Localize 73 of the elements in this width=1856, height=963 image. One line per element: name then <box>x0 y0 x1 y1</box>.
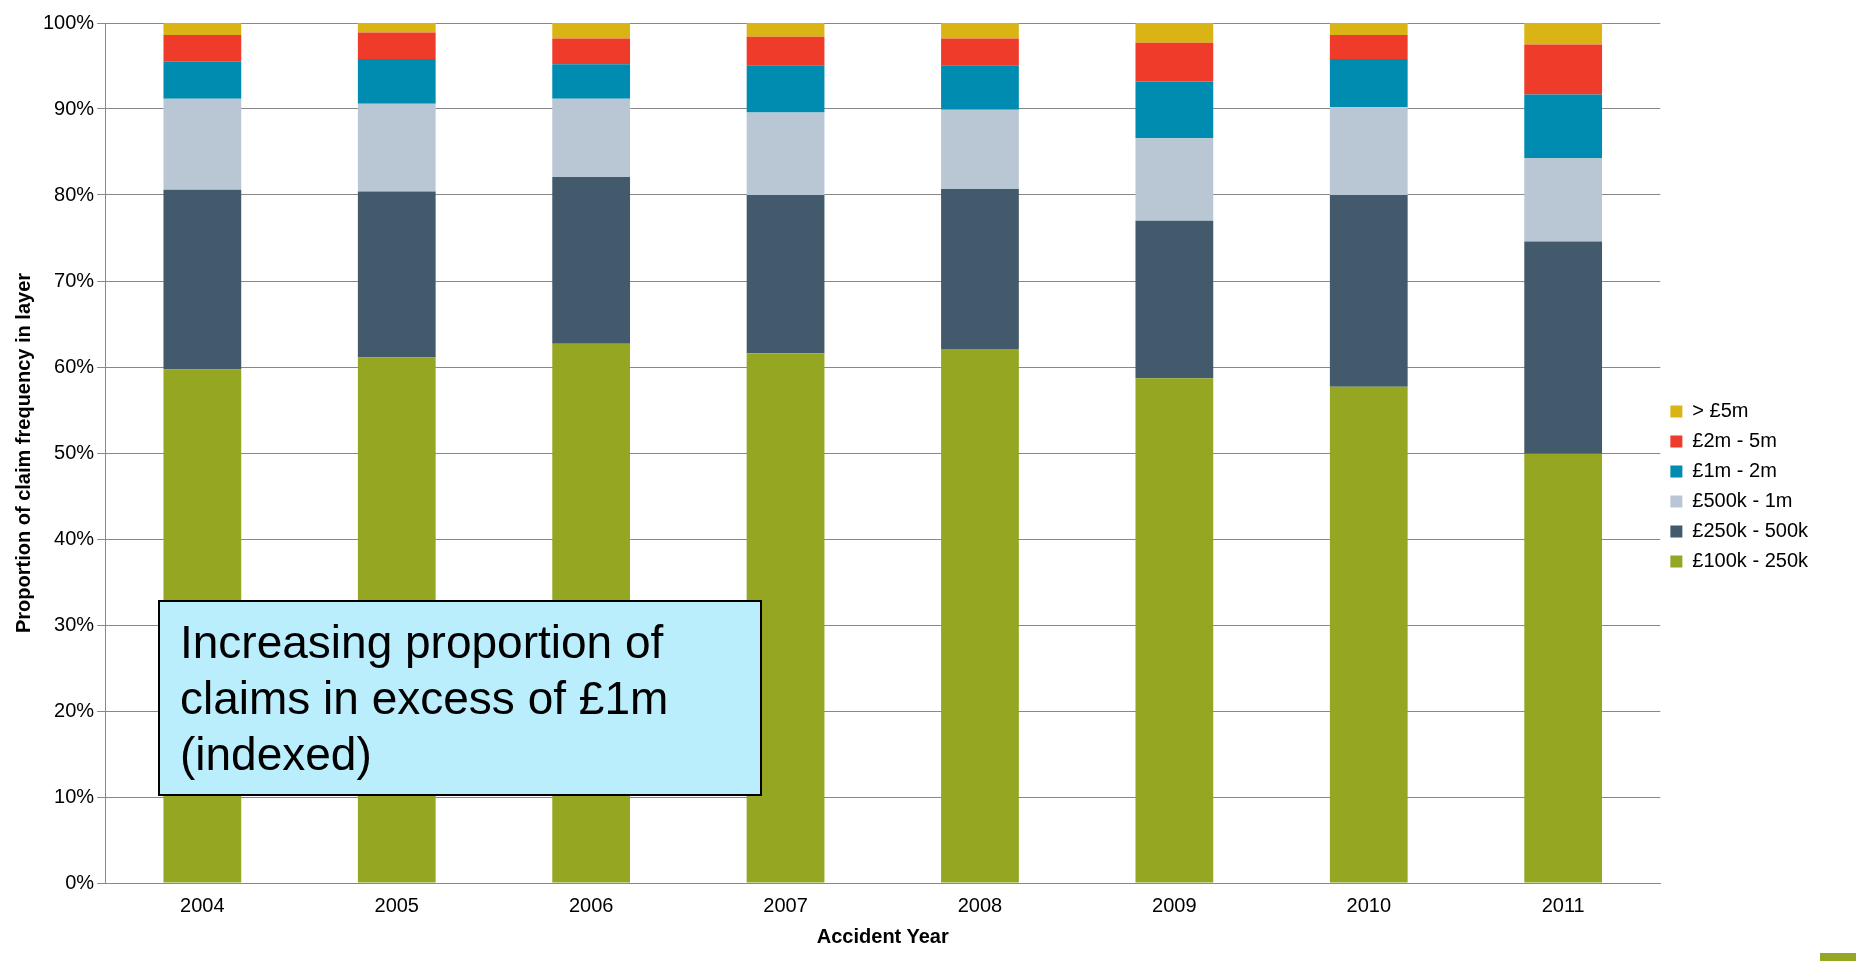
y-tick-label: 10% <box>54 784 95 807</box>
bar <box>552 98 631 177</box>
bar <box>357 59 436 104</box>
x-tick-label: 2009 <box>1152 893 1197 916</box>
bar <box>1524 23 1603 45</box>
legend-label: £500k - 1m <box>1692 489 1793 512</box>
bar <box>357 103 436 192</box>
bar <box>1329 107 1408 195</box>
bar <box>357 23 436 33</box>
legend-label: £100k - 250k <box>1692 549 1809 572</box>
bar <box>941 65 1019 110</box>
y-tick-label: 30% <box>54 612 95 635</box>
bar <box>552 176 631 344</box>
bar <box>746 23 825 37</box>
bar <box>552 64 631 99</box>
y-tick-label: 70% <box>54 268 95 291</box>
bar <box>746 112 825 195</box>
bar <box>941 38 1019 66</box>
bar <box>746 65 825 113</box>
bar <box>1524 44 1603 95</box>
legend-label: £2m - 5m <box>1692 429 1777 452</box>
bar <box>1135 23 1214 43</box>
bar <box>746 36 825 66</box>
bar <box>941 188 1019 349</box>
y-tick-label: 60% <box>54 354 95 377</box>
x-tick-label: 2005 <box>374 893 419 916</box>
bar <box>941 109 1019 189</box>
bar <box>357 32 436 60</box>
bar <box>941 348 1019 883</box>
y-tick-label: 90% <box>54 96 95 119</box>
bar <box>552 23 631 39</box>
x-tick-label: 2006 <box>568 893 614 916</box>
bar <box>1135 220 1214 379</box>
bar <box>1329 59 1408 108</box>
bar <box>163 98 242 190</box>
x-tick-label: 2004 <box>180 893 225 916</box>
bar <box>1524 158 1603 242</box>
bar <box>1329 195 1408 387</box>
bar <box>1135 42 1214 82</box>
x-tick-label: 2011 <box>1541 893 1585 916</box>
y-tick-label: 0% <box>65 870 95 893</box>
bar <box>1524 94 1603 159</box>
bar <box>1524 241 1603 454</box>
bar <box>1329 386 1408 883</box>
annotation: Increasing proportion of claims in excess of £1m (indexed) <box>158 600 762 796</box>
y-axis-title: Proportion of claim frequency in layer <box>11 272 34 634</box>
x-axis-title: Accident Year <box>816 924 949 947</box>
y-tick-label: 80% <box>54 182 95 205</box>
bar <box>1329 23 1408 36</box>
legend-label: > £5m <box>1692 399 1749 422</box>
legend-label: £250k - 500k <box>1692 519 1809 542</box>
bar <box>1524 453 1603 883</box>
y-tick-label: 100% <box>43 10 95 33</box>
bar <box>163 189 242 370</box>
bar <box>746 353 825 883</box>
bar <box>941 23 1019 39</box>
bar <box>746 195 825 354</box>
bar <box>1329 35 1408 60</box>
x-tick-label: 2008 <box>957 893 1003 916</box>
bar <box>163 23 242 36</box>
bar <box>552 38 631 65</box>
bar <box>1135 378 1214 883</box>
bar <box>1135 138 1214 221</box>
bar <box>357 191 436 358</box>
x-tick-label: 2007 <box>763 893 808 916</box>
legend-label: £1m - 2m <box>1692 459 1777 482</box>
y-tick-label: 40% <box>54 526 95 549</box>
x-tick-label: 2010 <box>1346 893 1392 916</box>
bar <box>163 35 242 62</box>
bar <box>163 61 242 99</box>
y-tick-label: 50% <box>54 440 95 463</box>
y-tick-label: 20% <box>54 698 95 721</box>
bar <box>1135 81 1214 139</box>
